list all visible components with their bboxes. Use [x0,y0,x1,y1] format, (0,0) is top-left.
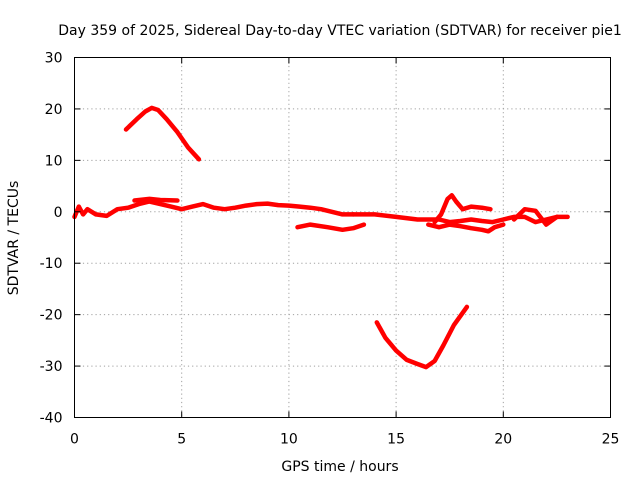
series-base-2 [132,196,180,203]
y-tick-label: -40 [40,411,63,427]
y-tick-labels: -40 -30 -20 -10 0 10 20 30 [40,51,63,427]
x-tick-label: 0 [70,432,79,448]
x-axis-label: GPS time / hours [281,459,398,475]
x-tick-label: 20 [494,432,512,448]
y-tick-label: -20 [40,308,63,324]
series-bump [432,193,493,225]
chart-title: Day 359 of 2025, Sidereal Day-to-day VTE… [58,23,622,39]
x-tick-label: 5 [177,432,186,448]
y-axis-label: SDTVAR / TECUs [6,181,22,296]
x-tick-labels: 0 5 10 15 20 25 [70,432,619,448]
series-arc-low [374,304,470,370]
y-tick-label: -30 [40,359,63,375]
y-tick-label: 10 [45,153,63,169]
series-scatter-2 [426,222,506,234]
y-tick-label: 30 [45,51,63,67]
y-tick-label: 20 [45,102,63,118]
plot-frame [74,57,611,418]
x-tick-label: 15 [387,432,405,448]
grid [74,57,611,418]
series-base-1 [72,199,356,220]
series-arc-high [123,105,202,162]
series-dip [295,222,367,233]
y-tick-label: 0 [54,205,63,221]
tick-layer [74,57,611,418]
x-tick-label: 25 [602,432,620,448]
x-tick-label: 10 [280,432,298,448]
series-scatter-3 [511,206,560,227]
series-base-3 [350,212,570,225]
y-tick-label: -10 [40,256,63,272]
series-layer [72,105,570,370]
